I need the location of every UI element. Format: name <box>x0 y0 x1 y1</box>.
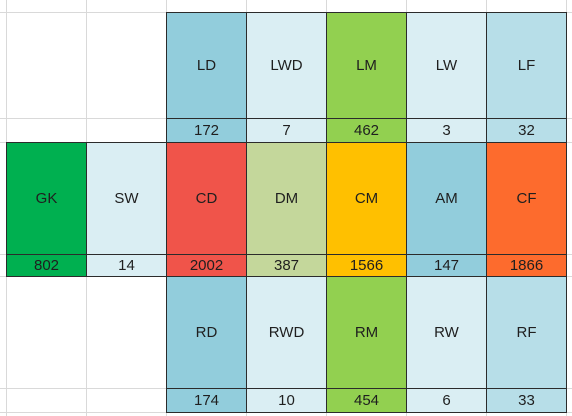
position-cell-rd[interactable]: RD <box>166 276 247 389</box>
position-count-lf[interactable]: 32 <box>486 118 567 143</box>
position-cell-rw[interactable]: RW <box>406 276 487 389</box>
position-count-ld[interactable]: 172 <box>166 118 247 143</box>
position-cell-rm[interactable]: RM <box>326 276 407 389</box>
position-count-rw[interactable]: 6 <box>406 388 487 413</box>
position-cell-lf[interactable]: LF <box>486 12 567 119</box>
position-cell-lw[interactable]: LW <box>406 12 487 119</box>
position-count-rf[interactable]: 33 <box>486 388 567 413</box>
position-cell-rwd[interactable]: RWD <box>246 276 327 389</box>
position-count-dm[interactable]: 387 <box>246 254 327 277</box>
position-cell-sw[interactable]: SW <box>86 142 167 255</box>
position-count-lwd[interactable]: 7 <box>246 118 327 143</box>
position-cell-dm[interactable]: DM <box>246 142 327 255</box>
position-count-rwd[interactable]: 10 <box>246 388 327 413</box>
position-cell-cd[interactable]: CD <box>166 142 247 255</box>
position-count-cm[interactable]: 1566 <box>326 254 407 277</box>
position-cell-cf[interactable]: CF <box>486 142 567 255</box>
position-cell-lwd[interactable]: LWD <box>246 12 327 119</box>
position-count-rm[interactable]: 454 <box>326 388 407 413</box>
position-count-cf[interactable]: 1866 <box>486 254 567 277</box>
position-cell-am[interactable]: AM <box>406 142 487 255</box>
position-count-am[interactable]: 147 <box>406 254 487 277</box>
position-count-gk[interactable]: 802 <box>6 254 87 277</box>
position-cell-ld[interactable]: LD <box>166 12 247 119</box>
position-cell-cm[interactable]: CM <box>326 142 407 255</box>
position-cell-rf[interactable]: RF <box>486 276 567 389</box>
position-count-lm[interactable]: 462 <box>326 118 407 143</box>
position-count-sw[interactable]: 14 <box>86 254 167 277</box>
position-count-cd[interactable]: 2002 <box>166 254 247 277</box>
position-cell-lm[interactable]: LM <box>326 12 407 119</box>
position-cell-gk[interactable]: GK <box>6 142 87 255</box>
position-count-rd[interactable]: 174 <box>166 388 247 413</box>
position-count-lw[interactable]: 3 <box>406 118 487 143</box>
